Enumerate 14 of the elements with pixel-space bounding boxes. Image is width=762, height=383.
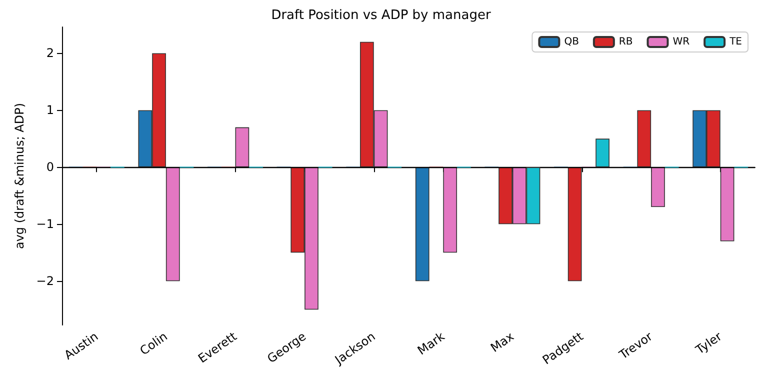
legend-label: TE [728,36,742,48]
x-tick-label: Colin [137,329,170,358]
x-tick-label: Tyler [692,329,724,358]
y-tick-label: −1 [36,217,54,232]
y-axis-title: avg (draft &minus; ADP) [12,102,26,250]
legend-label: RB [618,36,633,48]
legend-label: QB [564,36,580,48]
y-tick-label: 0 [46,160,54,174]
chart-title: Draft Position vs ADP by manager [271,8,492,23]
y-tick-label: −2 [36,274,54,288]
legend-label: WR [672,36,690,48]
y-tick-label: 1 [46,103,54,118]
x-tick-label: Max [488,329,516,355]
y-tick-label: 2 [46,46,54,60]
